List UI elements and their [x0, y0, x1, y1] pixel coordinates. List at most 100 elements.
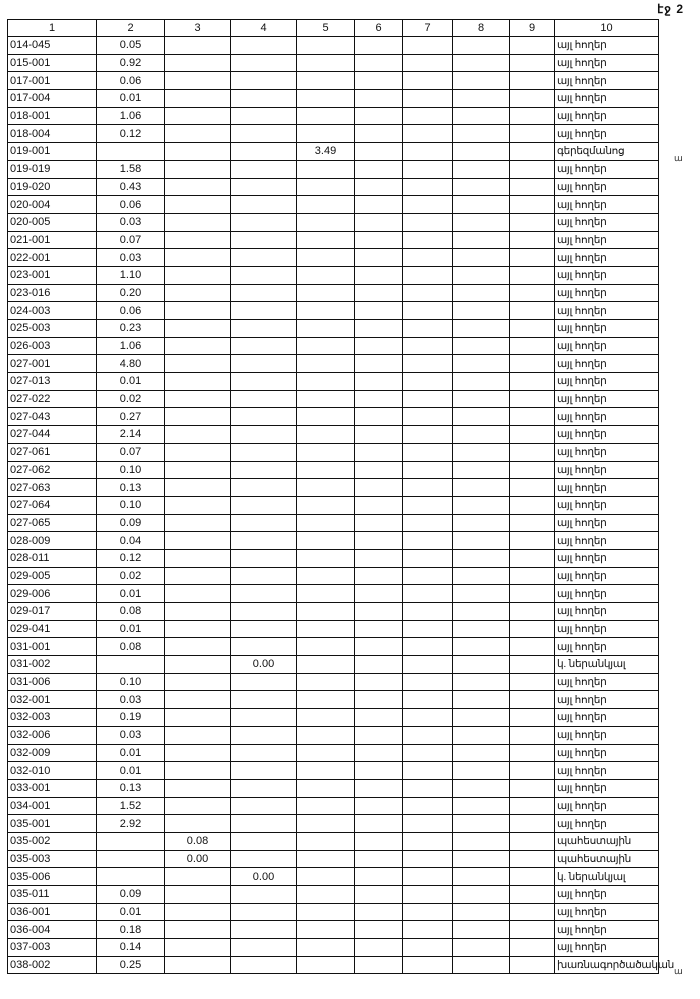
cell-value [452, 36, 510, 55]
cell-value: 0.12 [96, 124, 165, 144]
cell-value: 0.07 [96, 230, 165, 250]
table-row: 032-003 0.19 այլ հողեր [7, 708, 659, 727]
parcel-code: 020-004 [7, 195, 97, 214]
cell-value [296, 159, 355, 179]
parcel-code: 032-010 [7, 761, 97, 780]
cell-value [230, 460, 297, 480]
table-row: 027-064 0.10 այլ հողեր [7, 495, 659, 515]
cell-value [164, 708, 231, 727]
cell-value [296, 672, 355, 692]
cell-value [452, 71, 510, 91]
cell-value [354, 460, 403, 480]
cell-value: 0.20 [96, 283, 165, 303]
cell-value [164, 902, 231, 922]
cell-value [402, 619, 453, 639]
cell-value [452, 725, 510, 745]
cell-value [230, 955, 297, 975]
parcel-code: 037-003 [7, 938, 97, 957]
cell-value [354, 230, 403, 250]
cell-value [296, 796, 355, 816]
cell-value [402, 407, 453, 427]
cell-value [296, 531, 355, 550]
cell-value [296, 230, 355, 250]
cell-value [509, 531, 555, 550]
header-row: 1 2 3 4 5 6 7 8 9 10 [7, 19, 659, 37]
cell-value [452, 902, 510, 922]
cell-value: 3.49 [296, 142, 355, 161]
table-row: 035-011 0.09 այլ հողեր [7, 885, 659, 904]
cell-value [452, 319, 510, 338]
land-category: այլ հողեր [554, 708, 659, 727]
cell-value [164, 920, 231, 940]
cell-value [509, 708, 555, 727]
cell-value [402, 885, 453, 904]
cell-value: 0.08 [164, 831, 231, 851]
table-row: 023-001 1.10 այլ հողեր [7, 265, 659, 285]
cell-value [452, 53, 510, 73]
cell-value: 0.09 [96, 513, 165, 533]
parcel-code: 036-004 [7, 920, 97, 940]
cell-value [509, 566, 555, 586]
cell-value: 0.27 [96, 407, 165, 427]
cell-value [296, 407, 355, 427]
cell-value [164, 460, 231, 480]
cell-value [230, 778, 297, 798]
cell-value [452, 478, 510, 497]
margin-mark: ա [674, 153, 683, 163]
cell-value [509, 195, 555, 214]
cell-value [402, 778, 453, 798]
land-category: այլ հողեր [554, 619, 659, 639]
land-category: այլ հողեր [554, 159, 659, 179]
cell-value: 1.58 [96, 159, 165, 179]
parcel-code: 014-045 [7, 36, 97, 55]
cell-value [452, 230, 510, 250]
parcel-code: 022-001 [7, 248, 97, 267]
land-category: այլ հողեր [554, 531, 659, 550]
cell-value: 0.08 [96, 602, 165, 621]
margin-mark: ա [674, 966, 683, 976]
cell-value [354, 725, 403, 745]
cell-value [509, 336, 555, 356]
cell-value [402, 831, 453, 851]
cell-value [354, 690, 403, 710]
cell-value [509, 602, 555, 621]
land-category: այլ հողեր [554, 425, 659, 444]
cell-value [230, 389, 297, 409]
cell-value [354, 902, 403, 922]
land-category: այլ հողեր [554, 195, 659, 214]
cell-value [164, 336, 231, 356]
cell-value [452, 672, 510, 692]
cell-value [230, 230, 297, 250]
cell-value: 0.01 [96, 619, 165, 639]
cell-value [164, 867, 231, 886]
table-row: 028-011 0.12 այլ հողեր [7, 548, 659, 568]
cell-value [509, 495, 555, 515]
cell-value: 1.10 [96, 265, 165, 285]
cell-value [402, 212, 453, 232]
table-row: 034-001 1.52 այլ հողեր [7, 796, 659, 816]
cell-value [296, 566, 355, 586]
cell-value [96, 655, 165, 674]
column-header: 5 [296, 19, 355, 37]
parcel-code: 027-022 [7, 389, 97, 409]
cell-value [164, 248, 231, 267]
cell-value [509, 407, 555, 427]
cell-value: 0.19 [96, 708, 165, 727]
cell-value [354, 301, 403, 320]
cell-value [164, 796, 231, 816]
parcel-code: 032-009 [7, 743, 97, 763]
cell-value [164, 513, 231, 533]
cell-value [230, 354, 297, 374]
cell-value [354, 195, 403, 214]
cell-value [230, 142, 297, 161]
cell-value [230, 513, 297, 533]
cell-value [296, 177, 355, 197]
cell-value [164, 885, 231, 904]
cell-value [164, 319, 231, 338]
cell-value [164, 230, 231, 250]
cell-value [230, 478, 297, 497]
cell-value [354, 761, 403, 780]
cell-value [230, 849, 297, 869]
page-number: էջ 2 [657, 2, 684, 16]
parcel-code: 015-001 [7, 53, 97, 73]
